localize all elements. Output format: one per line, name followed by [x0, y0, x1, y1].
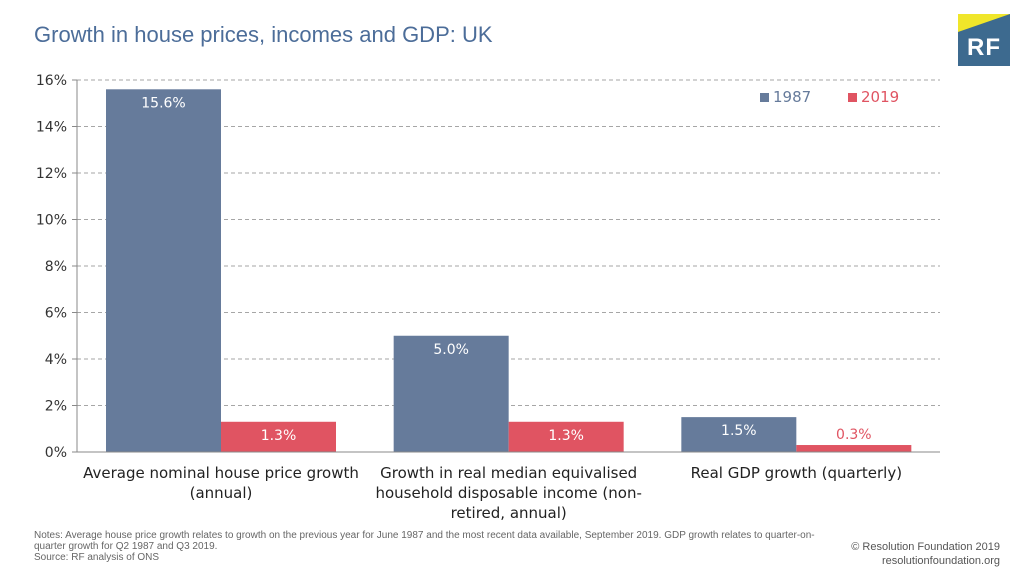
rf-logo: RF	[958, 14, 1010, 66]
bar-1987-1	[106, 89, 221, 453]
bar-2019-1	[221, 421, 336, 452]
x-category-label: (annual)	[190, 484, 253, 502]
y-tick-label: 6%	[45, 306, 67, 322]
bar-2019-3	[796, 445, 912, 452]
bar-1987-3	[681, 417, 797, 452]
bar-1987-2	[393, 335, 509, 452]
y-tick-label: 16%	[36, 73, 67, 89]
data-label: 5.0%	[433, 342, 469, 358]
notes-text: Notes: Average house price growth relate…	[34, 530, 815, 552]
website-text: resolutionfoundation.org	[881, 555, 1000, 567]
data-label: 1.3%	[261, 428, 297, 444]
source-text: Source: RF analysis of ONS	[34, 552, 160, 563]
y-tick-label: 14%	[36, 120, 67, 136]
chart-notes: Notes: Average house price growth relate…	[34, 530, 824, 563]
x-category-label: household disposable income (non-	[375, 484, 641, 502]
rf-logo-text: RF	[967, 34, 1001, 61]
y-tick-label: 0%	[45, 445, 67, 461]
data-label: 0.3%	[836, 427, 872, 443]
x-category-label: Average nominal house price growth	[83, 464, 359, 482]
y-tick-label: 2%	[45, 399, 67, 415]
legend-label-2019: 2019	[861, 88, 899, 106]
chart-title: Growth in house prices, incomes and GDP:…	[34, 22, 493, 47]
bar-2019-2	[508, 421, 624, 452]
data-label: 1.3%	[548, 428, 584, 444]
copyright-text: © Resolution Foundation 2019	[851, 541, 1000, 553]
y-tick-label: 4%	[45, 352, 67, 368]
rf-logo-graphic	[958, 14, 1010, 66]
legend-swatch-2019	[848, 93, 857, 102]
bar-chart: 0% 2% 4% 6% 8% 10% 12% 14% 16% 15.6% 5.0% 1.5% 1.3% 1…	[36, 73, 940, 522]
y-tick-label: 8%	[45, 259, 67, 275]
y-tick-label: 12%	[36, 166, 67, 182]
x-category-label: Real GDP growth (quarterly)	[691, 464, 902, 482]
data-label: 15.6%	[141, 95, 185, 111]
legend-label-1987: 1987	[773, 88, 811, 106]
legend-swatch-1987	[760, 93, 769, 102]
footer-credits: © Resolution Foundation 2019 resolutionf…	[851, 540, 1000, 568]
data-label: 1.5%	[721, 423, 757, 439]
x-category-label: Growth in real median equivalised	[380, 464, 637, 482]
x-category-label: retired, annual)	[451, 504, 567, 522]
y-tick-label: 10%	[36, 213, 67, 229]
